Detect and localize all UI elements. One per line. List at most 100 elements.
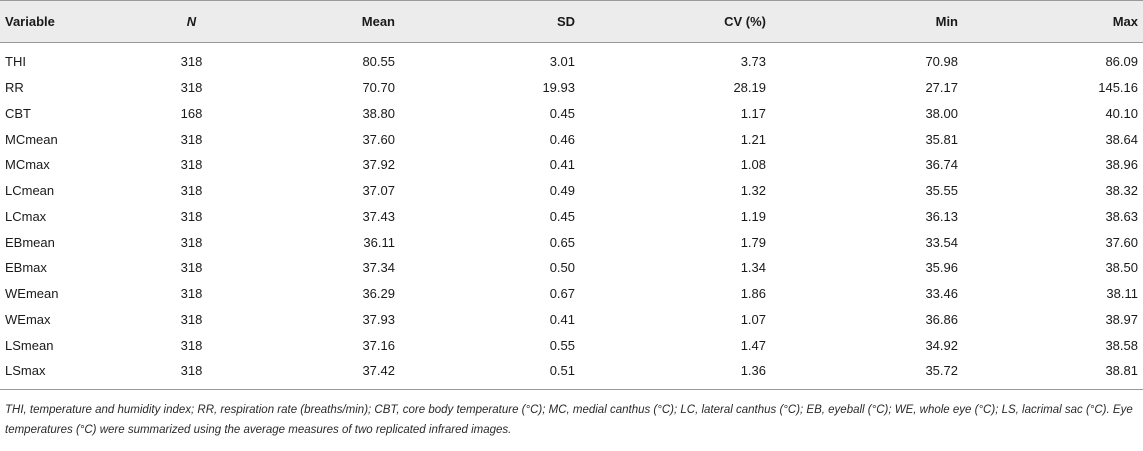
table-row: EBmean 318 36.11 0.65 1.79 33.54 37.60 [0,229,1143,255]
cell-n: 318 [180,311,203,327]
cell-cv: 1.36 [740,363,766,379]
cell-cv: 1.08 [740,157,766,173]
header-variable: Variable [5,14,55,29]
cell-sd: 0.49 [549,183,575,199]
table-row: WEmax 318 37.93 0.41 1.07 36.86 38.97 [0,307,1143,333]
cell-max: 38.97 [1105,311,1138,327]
table-row: MCmax 318 37.92 0.41 1.08 36.74 38.96 [0,152,1143,178]
cell-variable: THI [5,54,26,70]
cell-mean: 37.16 [362,337,395,353]
cell-sd: 0.65 [549,234,575,250]
cell-min: 27.17 [925,80,958,96]
cell-max: 38.63 [1105,208,1138,224]
cell-mean: 80.55 [362,54,395,70]
cell-mean: 37.42 [362,363,395,379]
cell-sd: 0.50 [549,260,575,276]
cell-min: 33.54 [925,234,958,250]
cell-mean: 70.70 [362,80,395,96]
table-row: LCmax 318 37.43 0.45 1.19 36.13 38.63 [0,204,1143,230]
cell-n: 318 [180,80,203,96]
table-row: THI 318 80.55 3.01 3.73 70.98 86.09 [0,43,1143,75]
cell-sd: 0.46 [549,131,575,147]
cell-n: 318 [180,260,203,276]
cell-sd: 3.01 [549,54,575,70]
cell-n: 318 [180,337,203,353]
cell-n: 168 [180,105,203,121]
cell-max: 38.64 [1105,131,1138,147]
cell-max: 38.96 [1105,157,1138,173]
cell-cv: 3.73 [740,54,766,70]
cell-variable: LSmean [5,337,54,353]
cell-min: 35.96 [925,260,958,276]
cell-variable: RR [5,80,24,96]
cell-min: 36.74 [925,157,958,173]
cell-cv: 1.21 [740,131,766,147]
descriptive-statistics-table: Variable N Mean SD CV (%) Min Max THI 318… [0,0,1143,390]
cell-max: 38.81 [1105,363,1138,379]
cell-sd: 0.51 [549,363,575,379]
cell-sd: 0.67 [549,286,575,302]
cell-min: 36.86 [925,311,958,327]
cell-min: 34.92 [925,337,958,353]
cell-cv: 28.19 [733,80,766,96]
table-row: WEmean 318 36.29 0.67 1.86 33.46 38.11 [0,281,1143,307]
cell-n: 318 [180,286,203,302]
header-mean: Mean [361,14,395,29]
cell-n: 318 [180,157,203,173]
cell-variable: EBmean [5,234,55,250]
table-row: EBmax 318 37.34 0.50 1.34 35.96 38.50 [0,255,1143,281]
table-row: LSmean 318 37.16 0.55 1.47 34.92 38.58 [0,332,1143,358]
cell-max: 86.09 [1105,54,1138,70]
cell-max: 38.11 [1106,286,1138,302]
cell-variable: WEmax [5,311,51,327]
cell-n: 318 [180,234,203,250]
cell-min: 33.46 [925,286,958,302]
cell-min: 35.55 [925,183,958,199]
cell-cv: 1.19 [740,208,766,224]
table-row: LCmean 318 37.07 0.49 1.32 35.55 38.32 [0,178,1143,204]
table-footnote: THI, temperature and humidity index; RR,… [5,404,1133,436]
cell-max: 38.50 [1105,260,1138,276]
cell-mean: 38.80 [362,105,395,121]
cell-max: 40.10 [1105,105,1138,121]
cell-cv: 1.47 [740,337,766,353]
header-max: Max [1112,14,1138,29]
cell-min: 35.81 [925,131,958,147]
cell-sd: 0.45 [549,105,575,121]
cell-variable: CBT [5,105,31,121]
cell-variable: LCmean [5,183,55,199]
cell-min: 38.00 [925,105,958,121]
table-body: THI 318 80.55 3.01 3.73 70.98 86.09 RR 318 70.70 1… [0,43,1143,390]
table-row: RR 318 70.70 19.93 28.19 27.17 145.16 [0,75,1143,101]
cell-n: 318 [180,183,203,199]
table-header-row: Variable N Mean SD CV (%) Min Max [0,0,1143,43]
header-min: Min [935,14,958,29]
header-cv: CV (%) [724,14,766,29]
cell-min: 36.13 [925,208,958,224]
cell-mean: 36.29 [362,286,395,302]
header-sd: SD [556,14,575,29]
cell-max: 38.58 [1105,337,1138,353]
cell-variable: LSmax [5,363,46,379]
cell-mean: 37.60 [362,131,395,147]
cell-sd: 0.55 [549,337,575,353]
cell-mean: 37.93 [362,311,395,327]
table-row: MCmean 318 37.60 0.46 1.21 35.81 38.64 [0,126,1143,152]
cell-variable: WEmean [5,286,59,302]
table-row: LSmax 318 37.42 0.51 1.36 35.72 38.81 [0,358,1143,390]
cell-max: 38.32 [1105,183,1138,199]
cell-mean: 36.11 [363,234,395,250]
cell-n: 318 [180,54,203,70]
cell-n: 318 [180,363,203,379]
cell-n: 318 [180,208,203,224]
cell-sd: 0.45 [549,208,575,224]
cell-variable: EBmax [5,260,47,276]
cell-cv: 1.86 [740,286,766,302]
cell-min: 70.98 [925,54,958,70]
cell-mean: 37.92 [362,157,395,173]
cell-cv: 1.07 [740,311,766,327]
cell-min: 35.72 [925,363,958,379]
cell-n: 318 [180,131,203,147]
cell-sd: 19.93 [542,80,575,96]
